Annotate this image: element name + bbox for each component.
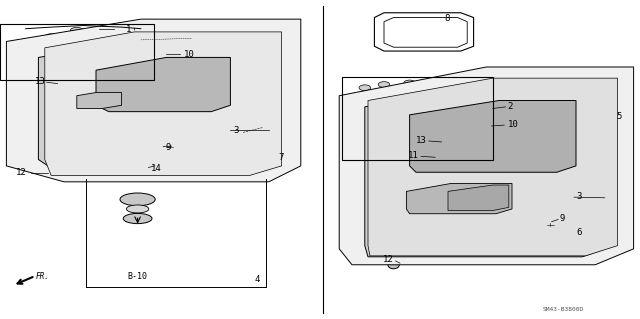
Text: 10: 10	[508, 120, 518, 129]
Ellipse shape	[136, 38, 146, 42]
Text: 8: 8	[445, 14, 450, 23]
Ellipse shape	[47, 80, 56, 86]
Text: 12: 12	[383, 256, 394, 264]
Polygon shape	[448, 185, 509, 211]
Ellipse shape	[92, 44, 101, 49]
Ellipse shape	[26, 105, 38, 113]
Text: 6: 6	[576, 228, 581, 237]
Ellipse shape	[519, 122, 531, 130]
Polygon shape	[410, 100, 576, 172]
Ellipse shape	[370, 243, 379, 248]
Ellipse shape	[264, 93, 274, 99]
Text: 13: 13	[35, 77, 46, 86]
Polygon shape	[38, 41, 275, 172]
Ellipse shape	[520, 253, 529, 257]
Text: 12: 12	[16, 168, 27, 177]
Ellipse shape	[370, 221, 379, 226]
Polygon shape	[339, 67, 634, 265]
Text: 9: 9	[165, 143, 170, 152]
Ellipse shape	[264, 125, 274, 130]
Ellipse shape	[136, 168, 146, 173]
Ellipse shape	[545, 221, 556, 228]
Polygon shape	[406, 183, 512, 214]
Ellipse shape	[602, 141, 611, 146]
Ellipse shape	[70, 27, 83, 33]
Text: 7: 7	[278, 153, 284, 162]
Polygon shape	[368, 78, 618, 256]
Ellipse shape	[17, 66, 28, 74]
Polygon shape	[77, 93, 122, 108]
Ellipse shape	[370, 182, 379, 188]
Ellipse shape	[463, 84, 472, 88]
Ellipse shape	[600, 234, 609, 239]
Text: 9: 9	[560, 214, 565, 223]
Ellipse shape	[238, 39, 248, 44]
Ellipse shape	[412, 247, 420, 251]
Ellipse shape	[370, 115, 379, 121]
Text: 4: 4	[255, 275, 260, 284]
Ellipse shape	[120, 193, 155, 206]
Polygon shape	[6, 19, 301, 182]
Polygon shape	[45, 32, 282, 175]
Text: FR.: FR.	[36, 272, 50, 281]
Ellipse shape	[602, 205, 611, 210]
Ellipse shape	[264, 150, 274, 156]
Ellipse shape	[412, 90, 420, 95]
Ellipse shape	[257, 61, 268, 67]
Ellipse shape	[404, 80, 415, 86]
Polygon shape	[365, 85, 614, 257]
Ellipse shape	[187, 36, 197, 41]
Ellipse shape	[604, 90, 612, 95]
Ellipse shape	[148, 163, 159, 169]
Text: 13: 13	[416, 136, 427, 145]
Ellipse shape	[370, 138, 379, 143]
Ellipse shape	[47, 99, 56, 105]
Ellipse shape	[164, 143, 175, 150]
Text: 1: 1	[126, 25, 131, 34]
Text: 5: 5	[616, 112, 621, 121]
Ellipse shape	[45, 34, 58, 40]
Text: 11: 11	[408, 151, 419, 160]
Ellipse shape	[578, 85, 587, 90]
Ellipse shape	[52, 137, 62, 143]
Text: 14: 14	[150, 164, 161, 173]
Ellipse shape	[232, 168, 242, 173]
Ellipse shape	[127, 205, 148, 213]
Ellipse shape	[20, 85, 31, 93]
Ellipse shape	[264, 44, 274, 49]
Ellipse shape	[123, 213, 152, 224]
Ellipse shape	[109, 24, 122, 30]
Text: 2: 2	[508, 102, 513, 111]
Ellipse shape	[187, 171, 197, 176]
Ellipse shape	[602, 173, 611, 178]
Text: 10: 10	[184, 50, 195, 59]
Ellipse shape	[60, 157, 69, 162]
Polygon shape	[96, 57, 230, 112]
Ellipse shape	[33, 123, 44, 132]
Ellipse shape	[520, 82, 529, 87]
Ellipse shape	[47, 61, 56, 67]
Ellipse shape	[572, 251, 580, 256]
Ellipse shape	[370, 160, 379, 165]
Text: SM43-B3800D: SM43-B3800D	[543, 307, 584, 312]
Ellipse shape	[378, 82, 390, 87]
Ellipse shape	[388, 261, 399, 269]
Text: 3: 3	[576, 192, 581, 201]
Ellipse shape	[359, 85, 371, 91]
Ellipse shape	[92, 163, 101, 168]
Text: 3: 3	[234, 126, 239, 135]
Ellipse shape	[463, 251, 472, 256]
Text: B-10: B-10	[127, 272, 148, 281]
Ellipse shape	[600, 109, 609, 114]
